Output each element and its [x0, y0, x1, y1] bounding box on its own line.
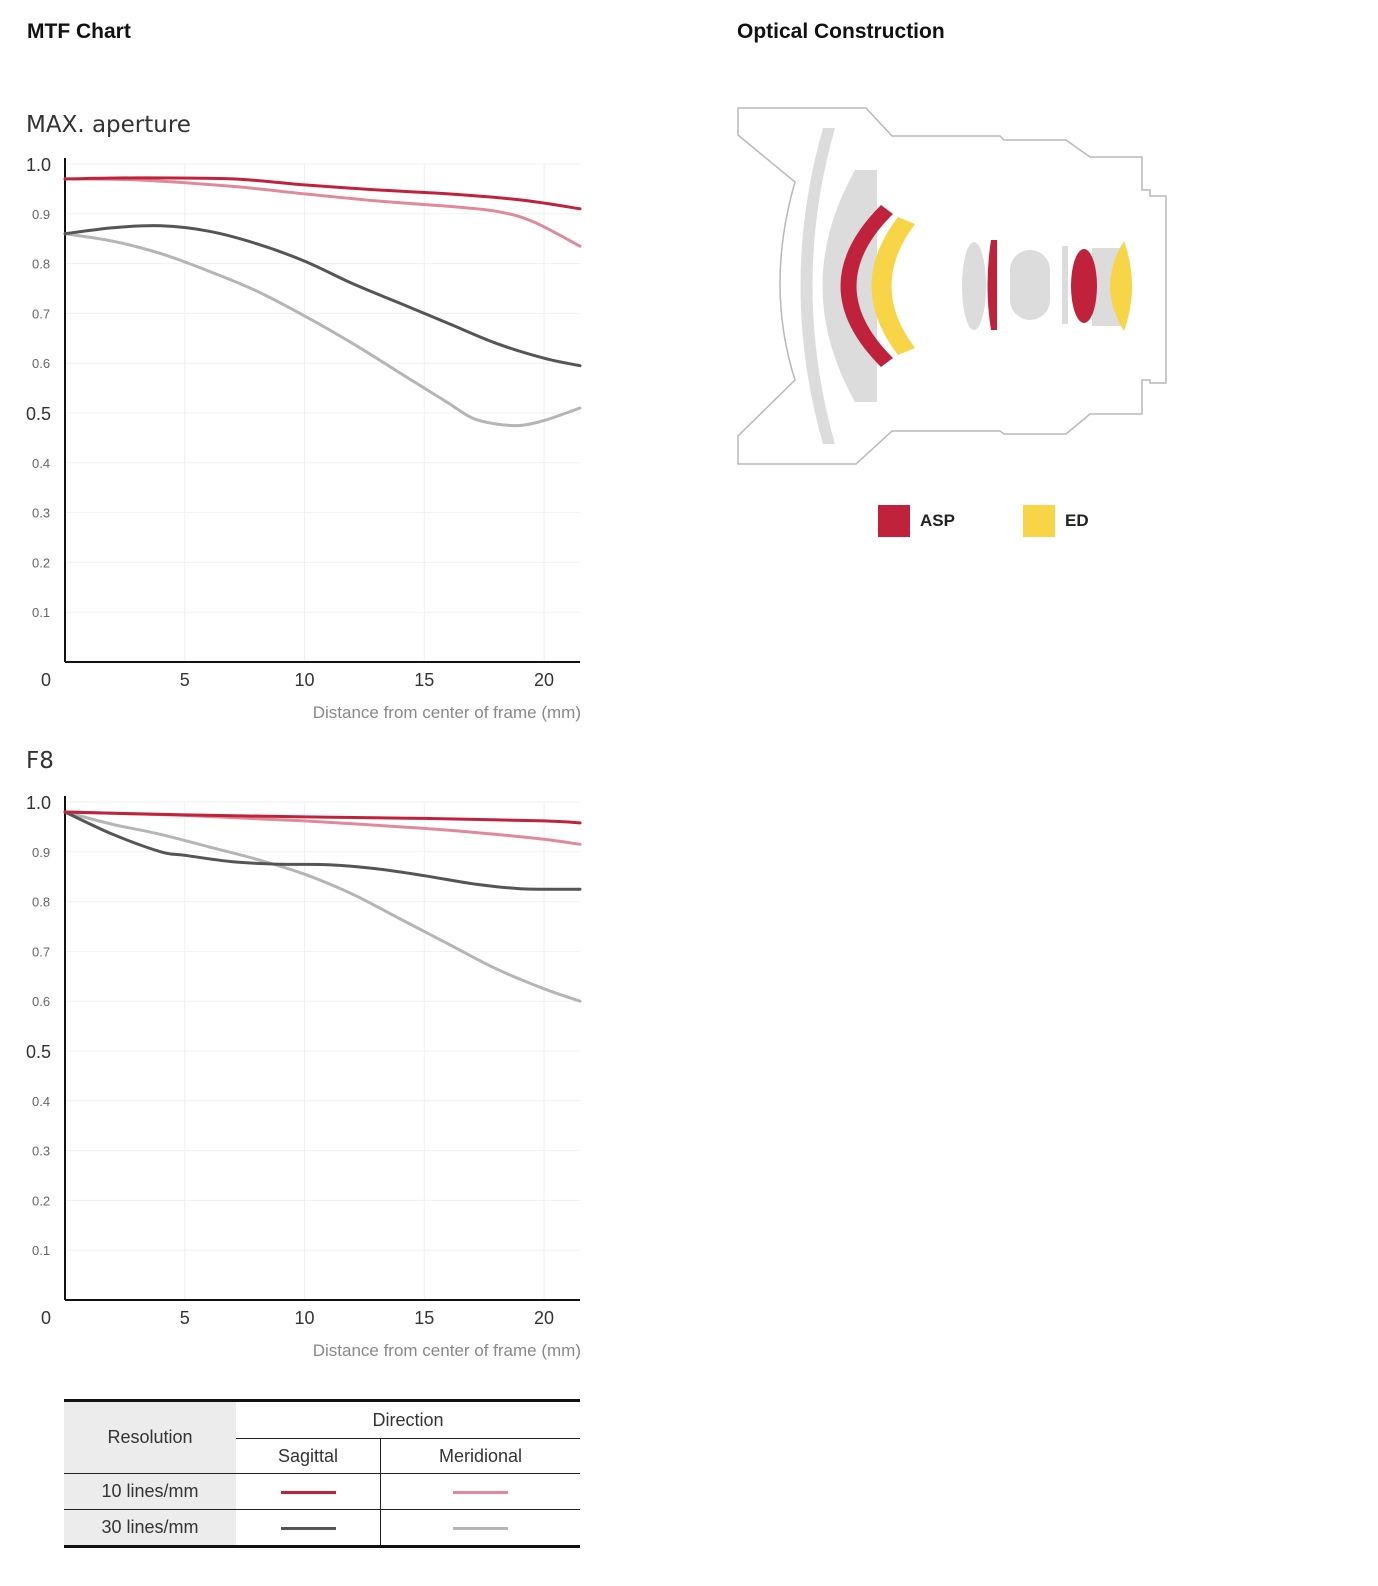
- x-tick-label: 15: [414, 1308, 434, 1328]
- x-tick-label: 10: [295, 1308, 315, 1328]
- y-tick-label: 0.4: [32, 456, 50, 471]
- ed-element-2: [1110, 241, 1132, 331]
- series-line-s10: [63, 176, 582, 211]
- direction-header: Direction: [372, 1409, 444, 1430]
- middle-element-2: [1010, 250, 1050, 320]
- x-axis-label: Distance from center of frame (mm): [313, 703, 581, 722]
- ed-element-1: [871, 217, 915, 355]
- y-tick-label: 0.5: [26, 404, 51, 424]
- series-line-m10: [63, 177, 582, 248]
- swatch-sagittal-30: [236, 1509, 381, 1547]
- y-tick-label: 0.8: [32, 257, 50, 272]
- sagittal-30-line-swatch: [280, 1526, 336, 1530]
- y-tick-label: 0.8: [32, 895, 50, 910]
- y-tick-label: 0.3: [32, 1144, 50, 1159]
- resolution-header: Resolution: [64, 1400, 236, 1474]
- y-tick-label: 0.3: [32, 506, 50, 521]
- asp-swatch: [878, 505, 910, 537]
- y-tick-label: 1.0: [26, 155, 51, 175]
- swatch-meridional-10: [380, 1473, 580, 1510]
- optical-construction-title: Optical Construction: [737, 20, 945, 43]
- optical-construction-diagram: [737, 107, 1167, 465]
- y-tick-label: 0.2: [32, 1193, 50, 1208]
- y-tick-label: 0.9: [32, 845, 50, 860]
- y-tick-label: 0.4: [32, 1094, 50, 1109]
- ed-label: ED: [1065, 511, 1089, 530]
- meridional-header: Meridional: [380, 1438, 580, 1474]
- y-tick-label: 0.6: [32, 356, 50, 371]
- y-tick-label: 0.7: [32, 944, 50, 959]
- y-tick-label: 0.7: [32, 306, 50, 321]
- x-tick-label: 5: [180, 1308, 190, 1328]
- x-tick-label: 5: [180, 670, 190, 690]
- x-tick-label: 20: [534, 1308, 554, 1328]
- x-tick-label: 20: [534, 670, 554, 690]
- meridional-30-line-swatch: [453, 1526, 509, 1530]
- x-axis-label: Distance from center of frame (mm): [313, 1341, 581, 1360]
- y-tick-label: 0.9: [32, 207, 50, 222]
- y-tick-label: 0.1: [32, 1243, 50, 1258]
- asp-element-1: [840, 205, 893, 367]
- y-tick-label: 0.2: [32, 555, 50, 570]
- chart-f8-title: F8: [26, 748, 54, 774]
- middle-element-3: [1062, 246, 1068, 324]
- front-element-1: [800, 128, 835, 444]
- series-line-m30: [63, 232, 582, 428]
- row-label-30lines: 30 lines/mm: [64, 1509, 236, 1547]
- table-row: 30 lines/mm: [64, 1509, 580, 1547]
- sagittal-10-line-swatch: [280, 1490, 336, 1494]
- asp-legend: ASP: [878, 505, 955, 537]
- x-tick-label: 0: [41, 1308, 51, 1328]
- middle-element-1: [962, 242, 986, 330]
- series-line-s30: [63, 810, 582, 891]
- series-line-m30: [63, 810, 582, 1003]
- sagittal-header: Sagittal: [236, 1438, 381, 1474]
- row-label-10lines: 10 lines/mm: [64, 1473, 236, 1510]
- swatch-meridional-30: [380, 1509, 580, 1547]
- series-line-s30: [63, 224, 582, 368]
- y-tick-label: 0.5: [26, 1042, 51, 1062]
- asp-element-3: [1071, 249, 1097, 323]
- table-row: 10 lines/mm: [64, 1473, 580, 1510]
- meridional-10-line-swatch: [453, 1490, 509, 1494]
- series-line-s10: [63, 810, 582, 825]
- ed-swatch: [1023, 505, 1055, 537]
- x-tick-label: 0: [41, 670, 51, 690]
- asp-element-2: [987, 240, 997, 330]
- x-tick-label: 10: [295, 670, 315, 690]
- x-tick-label: 15: [414, 670, 434, 690]
- y-tick-label: 0.6: [32, 994, 50, 1009]
- asp-label: ASP: [920, 511, 955, 530]
- y-tick-label: 0.1: [32, 605, 50, 620]
- swatch-sagittal-10: [236, 1473, 381, 1510]
- mtf-chart-title: MTF Chart: [27, 20, 131, 43]
- mtf-chart-max-aperture: 1.0 0.5 0.9 0.8 0.7 0.6 0.4 0.3 0.2 0.1 0 5 10 15 20 Di…: [26, 155, 582, 722]
- ed-legend: ED: [1023, 505, 1089, 537]
- chart-max-aperture-title: MAX. aperture: [26, 112, 191, 138]
- mtf-chart-f8: 1.0 0.5 0.9 0.8 0.7 0.6 0.4 0.3 0.2 0.1 0 5 10 15 20 Di…: [26, 793, 582, 1360]
- mtf-legend-table: Resolution Direction Sagittal Meridional…: [64, 1399, 580, 1548]
- y-tick-label: 1.0: [26, 793, 51, 813]
